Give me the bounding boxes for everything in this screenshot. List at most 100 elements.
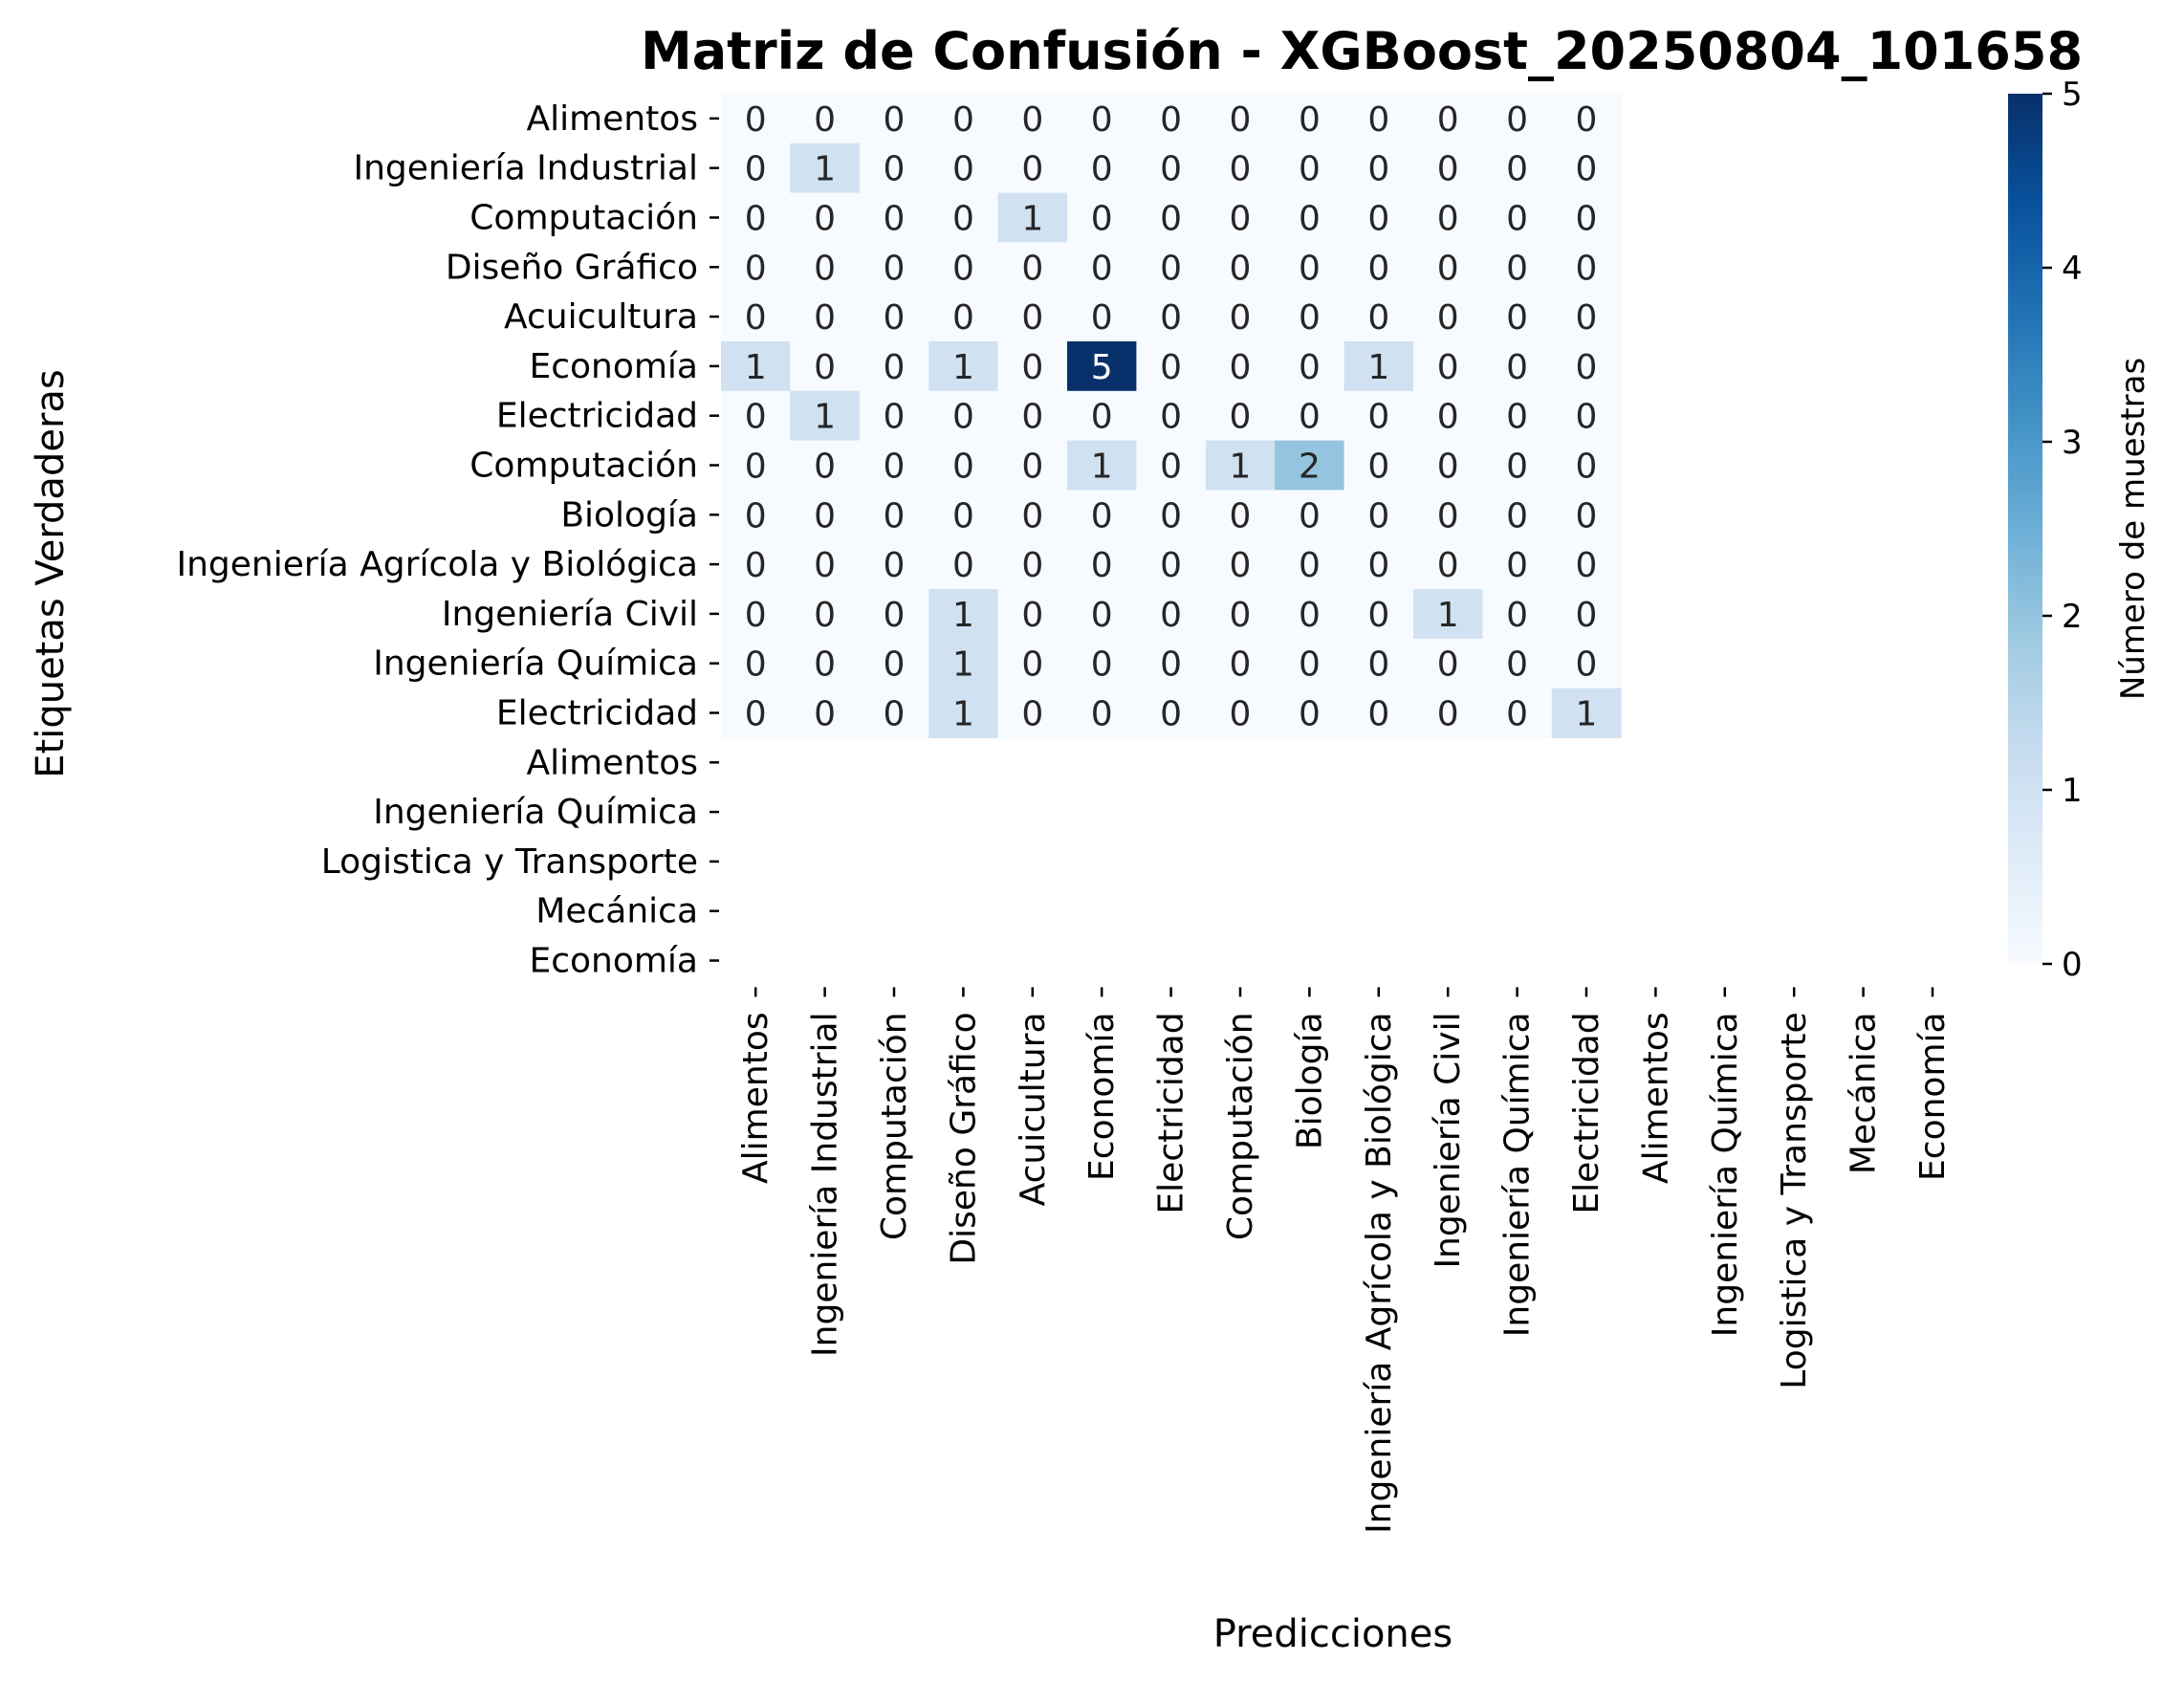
cell-r11-c5	[1067, 638, 1137, 689]
cell-r10-c4	[997, 589, 1068, 640]
cell-value-r10-c3: 1	[952, 596, 974, 635]
cell-value-r11-c8: 0	[1299, 645, 1321, 685]
cell-r10-c12	[1551, 589, 1622, 640]
cell-r10-c10	[1413, 589, 1483, 640]
cell-value-r8-c9: 0	[1367, 496, 1389, 536]
cell-value-r7-c6: 0	[1160, 448, 1182, 487]
cell-value-r9-c7: 0	[1230, 546, 1252, 585]
cell-value-r12-c3: 1	[952, 695, 974, 734]
cell-value-r2-c7: 0	[1230, 200, 1252, 239]
x-tick-label: Biología	[1290, 1012, 1329, 1149]
cell-value-r10-c12: 0	[1576, 596, 1598, 635]
cell-r6-c11	[1482, 390, 1553, 442]
cell-value-r0-c7: 0	[1230, 100, 1252, 140]
cell-r0-c7	[1205, 94, 1276, 144]
cell-value-r9-c8: 0	[1299, 546, 1321, 585]
cell-r8-c2	[859, 490, 929, 540]
cell-value-r11-c10: 0	[1437, 645, 1459, 685]
cell-value-r1-c6: 0	[1160, 150, 1182, 189]
cell-r9-c8	[1275, 539, 1345, 590]
cell-value-r11-c9: 0	[1367, 645, 1389, 685]
cell-r7-c10	[1413, 440, 1483, 491]
cell-r3-c12	[1551, 242, 1622, 293]
cell-r9-c11	[1482, 539, 1553, 590]
cell-value-r2-c0: 0	[745, 200, 767, 239]
cell-value-r3-c3: 0	[952, 249, 974, 288]
cell-value-r9-c0: 0	[745, 546, 767, 585]
x-tick-label: Economía	[1913, 1012, 1953, 1181]
cell-value-r6-c3: 0	[952, 398, 974, 437]
cell-r5-c5	[1067, 341, 1137, 392]
cell-value-r10-c8: 0	[1299, 596, 1321, 635]
cell-value-r3-c2: 0	[884, 249, 906, 288]
cell-r11-c11	[1482, 638, 1553, 689]
cell-r4-c1	[790, 292, 861, 342]
cell-r11-c0	[721, 638, 791, 689]
cell-value-r1-c1: 1	[814, 150, 836, 189]
cell-r5-c11	[1482, 341, 1553, 392]
cell-r12-c12	[1551, 688, 1622, 738]
cell-value-r2-c9: 0	[1367, 200, 1389, 239]
y-tick-label: Diseño Gráfico	[446, 248, 698, 287]
cell-value-r8-c10: 0	[1437, 496, 1459, 536]
cell-value-r12-c2: 0	[884, 695, 906, 734]
cell-value-r10-c9: 0	[1367, 596, 1389, 635]
heatmap-cells: 0 0 0 0 0 0 0 0 0 0 0 0 0 0 1 0 0 0 0 0 0 0 0 0 0 0 0 0 0 0 1 0 0 0 0 0 0 0 0 0…	[721, 94, 1622, 738]
cell-value-r9-c11: 0	[1506, 546, 1528, 585]
cell-r5-c7	[1205, 341, 1276, 392]
cell-r5-c9	[1343, 341, 1414, 392]
cell-value-r5-c10: 0	[1437, 348, 1459, 387]
cell-value-r12-c12: 1	[1576, 695, 1598, 734]
cell-r11-c3	[928, 638, 999, 689]
cell-r10-c8	[1275, 589, 1345, 640]
cell-r2-c12	[1551, 192, 1622, 243]
cell-r9-c5	[1067, 539, 1137, 590]
cell-r3-c3	[928, 242, 999, 293]
cell-r9-c10	[1413, 539, 1483, 590]
cell-r10-c11	[1482, 589, 1553, 640]
cell-value-r10-c11: 0	[1506, 596, 1528, 635]
cell-r10-c5	[1067, 589, 1137, 640]
y-tick-label: Ingeniería Química	[373, 793, 698, 832]
y-tick-label: Logistica y Transporte	[321, 842, 698, 882]
cell-r6-c5	[1067, 390, 1137, 442]
cell-value-r0-c2: 0	[884, 100, 906, 140]
cell-r1-c10	[1413, 142, 1483, 194]
cell-r1-c9	[1343, 142, 1414, 194]
cell-value-r2-c3: 0	[952, 200, 974, 239]
cell-r9-c1	[790, 539, 861, 590]
cell-r10-c0	[721, 589, 791, 640]
cell-value-r7-c0: 0	[745, 448, 767, 487]
x-tick-label: Electricidad	[1567, 1012, 1606, 1213]
cell-value-r11-c4: 0	[1021, 645, 1043, 685]
cell-r10-c3	[928, 589, 999, 640]
cell-value-r10-c5: 0	[1091, 596, 1113, 635]
cell-r4-c10	[1413, 292, 1483, 342]
cell-value-r11-c11: 0	[1506, 645, 1528, 685]
cell-value-r8-c0: 0	[745, 496, 767, 536]
cell-r10-c9	[1343, 589, 1414, 640]
y-tick-label: Mecánica	[535, 892, 698, 931]
cell-value-r12-c0: 0	[745, 695, 767, 734]
cell-value-r8-c6: 0	[1160, 496, 1182, 536]
cell-r5-c2	[859, 341, 929, 392]
cell-r12-c8	[1275, 688, 1345, 738]
cell-r12-c1	[790, 688, 861, 738]
cell-r6-c0	[721, 390, 791, 442]
cell-value-r2-c1: 0	[814, 200, 836, 239]
cell-value-r8-c2: 0	[884, 496, 906, 536]
cell-r3-c1	[790, 242, 861, 293]
cell-value-r12-c8: 0	[1299, 695, 1321, 734]
cell-r1-c4	[997, 142, 1068, 194]
cell-value-r3-c1: 0	[814, 249, 836, 288]
cell-value-r9-c6: 0	[1160, 546, 1182, 585]
cell-value-r5-c11: 0	[1506, 348, 1528, 387]
cell-value-r3-c0: 0	[745, 249, 767, 288]
x-tick-label: Ingeniería Agrícola y Biológica	[1360, 1012, 1399, 1534]
cell-value-r6-c8: 0	[1299, 398, 1321, 437]
cell-r0-c10	[1413, 94, 1483, 144]
cell-r5-c8	[1275, 341, 1345, 392]
cell-r6-c4	[997, 390, 1068, 442]
cell-r12-c3	[928, 688, 999, 738]
cell-r9-c0	[721, 539, 791, 590]
